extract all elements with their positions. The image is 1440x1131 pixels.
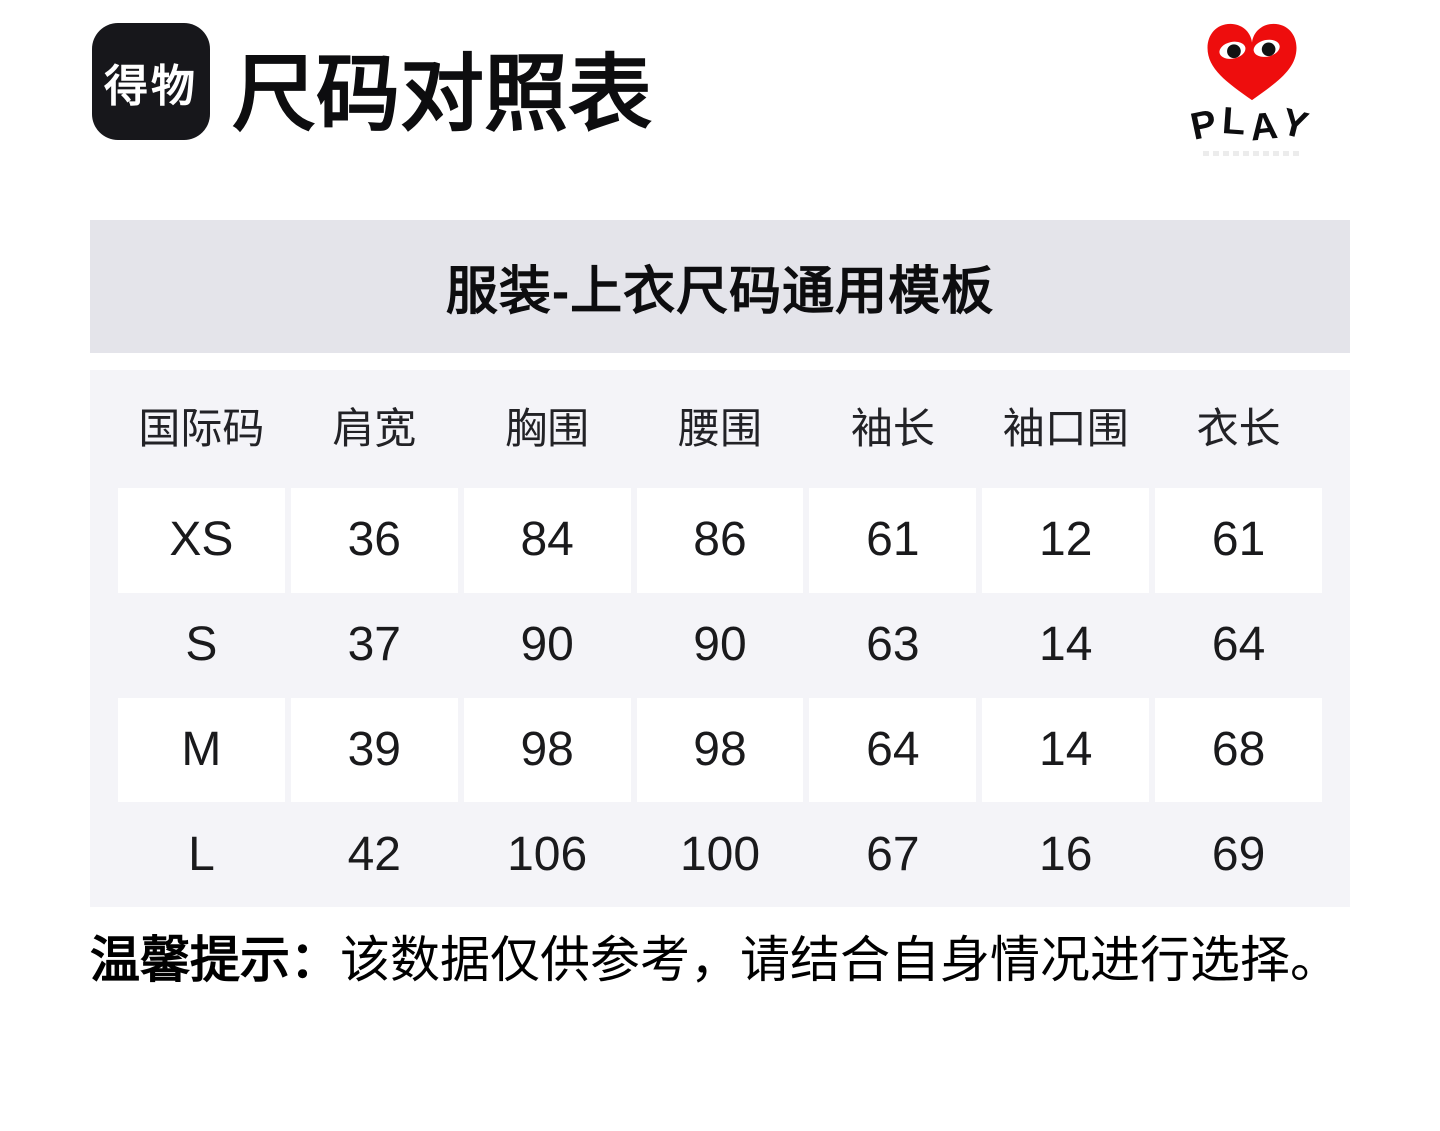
table-cell: XS	[118, 488, 285, 593]
column-header: 肩宽	[332, 405, 417, 452]
table-cell: M	[118, 697, 285, 803]
play-letter: L	[1220, 100, 1252, 144]
table-cell: 98	[636, 697, 804, 803]
table-cell: 90	[520, 618, 574, 672]
table-cell: 39	[290, 697, 458, 803]
table-cell: 61	[809, 488, 977, 593]
table-cell: 86	[636, 488, 804, 593]
table-cell: 61	[1155, 488, 1322, 593]
table-cell: 37	[347, 618, 401, 672]
table-row-m: M 39 98 98 64 14 68	[118, 697, 1322, 803]
table-cell: 84	[463, 488, 631, 593]
column-header: 袖长	[850, 405, 935, 452]
tip-text: 该数据仅供参考，请结合自身情况进行选择。	[340, 932, 1340, 988]
table-row-l: L 42 106 100 67 16 69	[118, 802, 1322, 907]
table-header-row: 国际码 肩宽 胸围 腰围 袖长 袖口围 衣长	[118, 370, 1322, 488]
table-cell: 14	[982, 697, 1150, 803]
heart-with-eyes-icon	[1207, 23, 1297, 101]
play-letter: P	[1187, 101, 1226, 149]
table-cell: 98	[463, 697, 631, 803]
table-cell: 16	[1039, 827, 1093, 881]
table-cell: L	[188, 827, 215, 881]
table-cell: 42	[347, 827, 401, 881]
column-header: 胸围	[505, 405, 590, 452]
play-letter: Y	[1277, 100, 1318, 150]
table-row-s: S 37 90 90 63 14 64	[118, 593, 1322, 698]
column-header: 国际码	[138, 405, 265, 452]
column-header: 袖口围	[1002, 405, 1129, 452]
table-cell: 90	[693, 618, 747, 672]
tip-label: 温馨提示：	[90, 932, 340, 988]
table-cell: 12	[982, 488, 1150, 593]
footer-tip: 温馨提示：该数据仅供参考，请结合自身情况进行选择。	[90, 928, 1340, 993]
table-cell: 67	[866, 827, 920, 881]
table-cell: 106	[507, 827, 588, 881]
dewu-logo-text: 得物	[104, 61, 198, 111]
table-cell: 64	[1211, 618, 1266, 672]
table-cell: 68	[1155, 697, 1322, 803]
play-brand-logo: PLAY	[1182, 18, 1322, 156]
table-cell: 64	[809, 697, 977, 803]
table-cell: 36	[290, 488, 458, 593]
size-table: 国际码 肩宽 胸围 腰围 袖长 袖口围 衣长 XS 36 84 86 61 12…	[90, 370, 1350, 907]
table-cell: 14	[1039, 618, 1093, 672]
table-cell: 63	[866, 618, 920, 672]
column-header: 衣长	[1196, 405, 1281, 452]
play-wordmark: PLAY	[1182, 100, 1322, 150]
dewu-app-logo: 得物	[92, 23, 210, 140]
banner-title: 服装-上衣尺码通用模板	[445, 263, 995, 321]
faint-subtext-line	[1203, 151, 1301, 156]
page-title: 尺码对照表	[232, 47, 653, 141]
template-banner: 服装-上衣尺码通用模板	[90, 220, 1350, 353]
table-row-xs: XS 36 84 86 61 12 61	[118, 488, 1322, 593]
table-cell: 100	[679, 827, 761, 881]
table-cell: S	[185, 618, 218, 672]
column-header: 腰围	[677, 405, 762, 452]
table-cell: 69	[1211, 827, 1266, 881]
